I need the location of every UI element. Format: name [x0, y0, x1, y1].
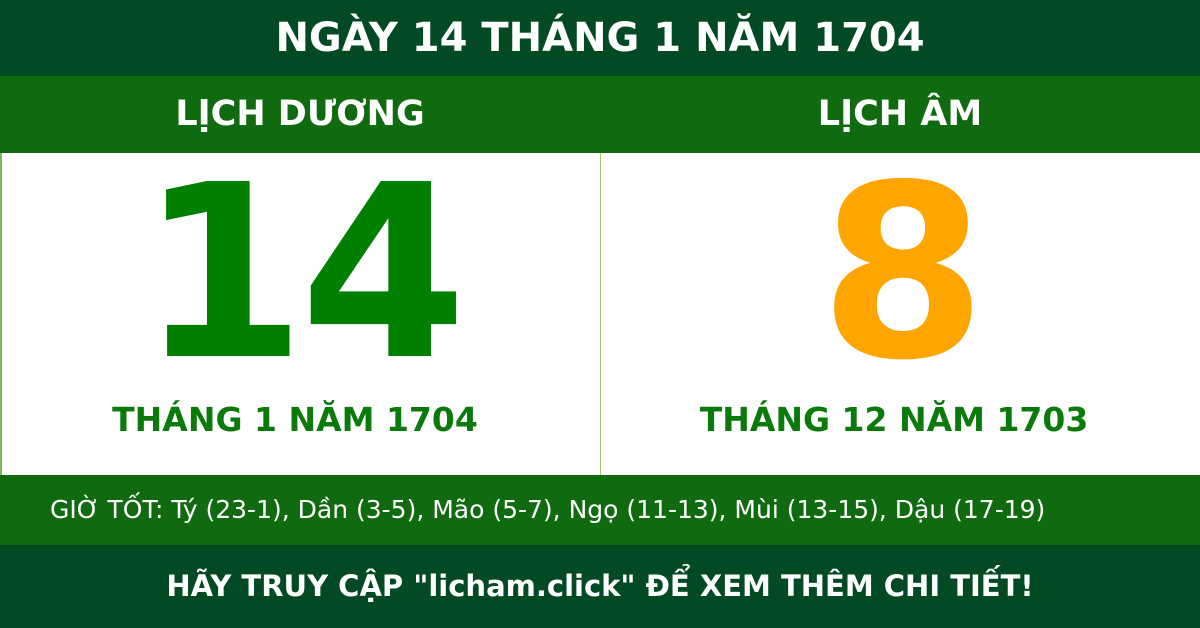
- footer-cta: HÃY TRUY CẬP "licham.click" ĐỂ XEM THÊM …: [0, 545, 1200, 628]
- lunar-month-year: THÁNG 12 NĂM 1703: [699, 400, 1089, 439]
- solar-day: 14: [139, 133, 467, 413]
- good-hours-bar: GIỜ TỐT: Tý (23-1), Dần (3-5), Mão (5-7)…: [0, 475, 1200, 545]
- lunar-day: 8: [819, 133, 987, 413]
- calendar-type-header: LỊCH DƯƠNG LỊCH ÂM: [0, 76, 1200, 153]
- solar-month-year: THÁNG 1 NĂM 1704: [112, 400, 478, 439]
- good-hours-text: GIỜ TỐT: Tý (23-1), Dần (3-5), Mão (5-7)…: [50, 495, 1046, 524]
- lunar-calendar-label: LỊCH ÂM: [817, 94, 983, 134]
- column-divider: [600, 153, 601, 475]
- page-title: NGÀY 14 THÁNG 1 NĂM 1704: [0, 0, 1200, 76]
- solar-calendar-label: LỊCH DƯƠNG: [175, 94, 425, 134]
